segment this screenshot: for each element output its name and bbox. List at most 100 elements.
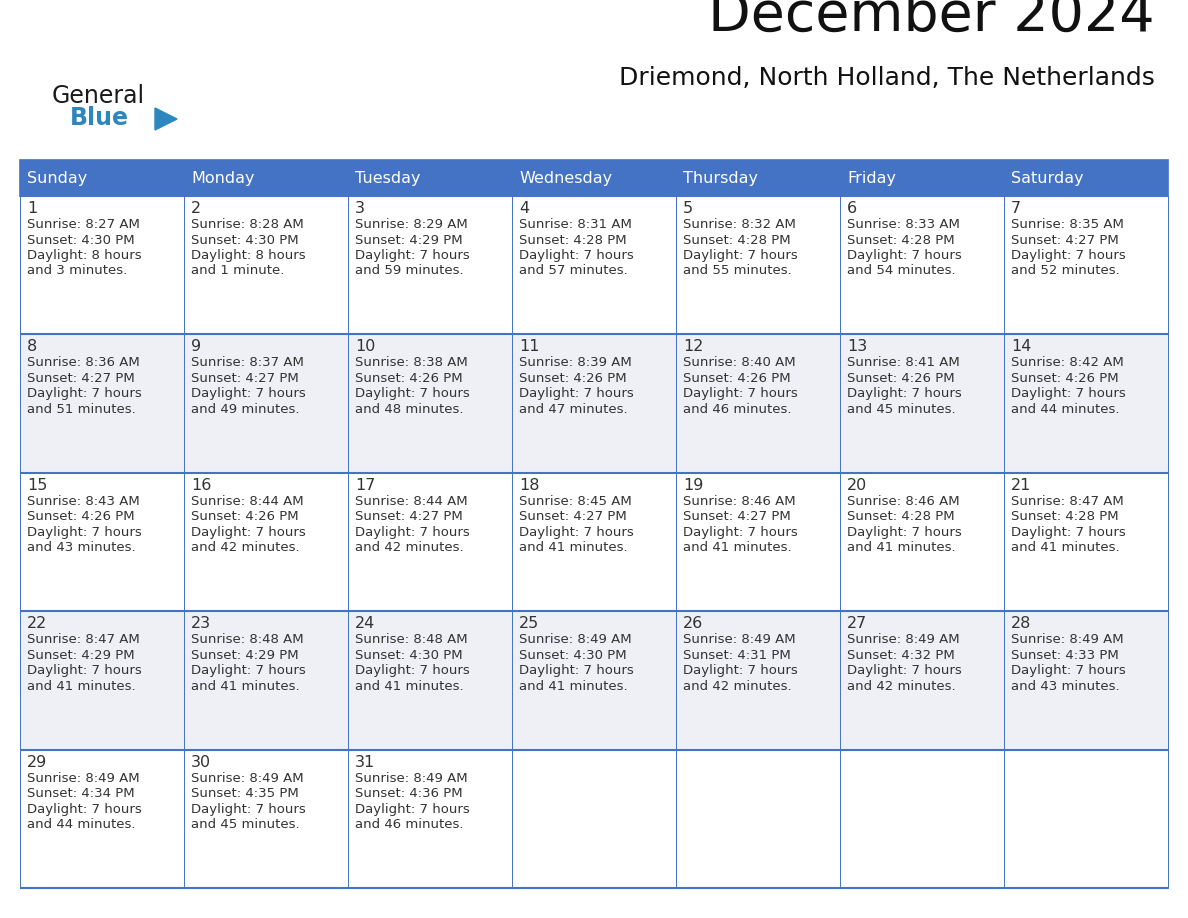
Text: Sunrise: 8:36 AM: Sunrise: 8:36 AM	[27, 356, 140, 369]
Text: 21: 21	[1011, 477, 1031, 493]
Text: 9: 9	[191, 340, 201, 354]
Bar	[512, 473, 676, 611]
Text: Daylight: 7 hours: Daylight: 7 hours	[191, 802, 305, 815]
Text: Sunset: 4:27 PM: Sunset: 4:27 PM	[27, 372, 134, 385]
Bar	[1004, 334, 1168, 473]
Text: Sunset: 4:30 PM: Sunset: 4:30 PM	[191, 233, 298, 247]
Text: Daylight: 7 hours: Daylight: 7 hours	[1011, 526, 1126, 539]
Bar	[348, 473, 512, 611]
Text: Daylight: 7 hours: Daylight: 7 hours	[191, 526, 305, 539]
Text: Driemond, North Holland, The Netherlands: Driemond, North Holland, The Netherlands	[619, 66, 1155, 90]
Bar	[348, 196, 512, 334]
Bar	[840, 196, 1004, 334]
Bar	[184, 750, 348, 888]
Bar	[20, 473, 184, 611]
Bar	[1004, 473, 1168, 611]
Text: Sunrise: 8:49 AM: Sunrise: 8:49 AM	[191, 772, 304, 785]
Text: Sunrise: 8:44 AM: Sunrise: 8:44 AM	[355, 495, 468, 508]
Text: 25: 25	[519, 616, 539, 632]
Text: Sunset: 4:26 PM: Sunset: 4:26 PM	[519, 372, 626, 385]
Text: Daylight: 7 hours: Daylight: 7 hours	[355, 802, 469, 815]
Bar	[512, 196, 676, 334]
Bar	[512, 750, 676, 888]
Bar	[348, 611, 512, 750]
Text: 20: 20	[847, 477, 867, 493]
Text: 23: 23	[191, 616, 211, 632]
Bar	[676, 334, 840, 473]
Text: and 41 minutes.: and 41 minutes.	[847, 542, 955, 554]
Text: Sunset: 4:35 PM: Sunset: 4:35 PM	[191, 787, 298, 800]
Text: and 45 minutes.: and 45 minutes.	[191, 818, 299, 831]
Text: and 44 minutes.: and 44 minutes.	[27, 818, 135, 831]
Text: 6: 6	[847, 201, 857, 216]
Text: and 41 minutes.: and 41 minutes.	[191, 679, 299, 693]
Bar	[512, 611, 676, 750]
Text: December 2024: December 2024	[708, 0, 1155, 43]
Bar	[20, 611, 184, 750]
Bar	[676, 160, 840, 196]
Text: Sunrise: 8:40 AM: Sunrise: 8:40 AM	[683, 356, 796, 369]
Bar	[184, 750, 348, 888]
Bar	[1004, 750, 1168, 888]
Bar	[512, 473, 676, 611]
Text: 17: 17	[355, 477, 375, 493]
Bar	[184, 473, 348, 611]
Bar	[512, 334, 676, 473]
Text: Daylight: 7 hours: Daylight: 7 hours	[847, 387, 962, 400]
Text: 22: 22	[27, 616, 48, 632]
Bar	[348, 611, 512, 750]
Text: Sunset: 4:27 PM: Sunset: 4:27 PM	[355, 510, 463, 523]
Bar	[512, 611, 676, 750]
Text: Daylight: 7 hours: Daylight: 7 hours	[683, 249, 798, 262]
Text: 12: 12	[683, 340, 703, 354]
Text: 11: 11	[519, 340, 539, 354]
Text: and 41 minutes.: and 41 minutes.	[519, 542, 627, 554]
Text: Sunrise: 8:48 AM: Sunrise: 8:48 AM	[191, 633, 304, 646]
Text: Sunset: 4:28 PM: Sunset: 4:28 PM	[1011, 510, 1119, 523]
Bar	[184, 196, 348, 334]
Text: Daylight: 7 hours: Daylight: 7 hours	[355, 249, 469, 262]
Text: 14: 14	[1011, 340, 1031, 354]
Text: and 41 minutes.: and 41 minutes.	[683, 542, 791, 554]
Bar	[348, 196, 512, 334]
Text: Daylight: 7 hours: Daylight: 7 hours	[27, 802, 141, 815]
Bar	[20, 160, 1168, 196]
Bar	[184, 196, 348, 334]
Text: Daylight: 7 hours: Daylight: 7 hours	[355, 387, 469, 400]
Bar	[840, 473, 1004, 611]
Bar	[1004, 196, 1168, 334]
Text: 15: 15	[27, 477, 48, 493]
Text: Sunrise: 8:48 AM: Sunrise: 8:48 AM	[355, 633, 468, 646]
Text: 27: 27	[847, 616, 867, 632]
Bar	[20, 196, 184, 334]
Polygon shape	[154, 108, 177, 130]
Text: and 46 minutes.: and 46 minutes.	[683, 403, 791, 416]
Text: Daylight: 7 hours: Daylight: 7 hours	[355, 526, 469, 539]
Bar	[1004, 160, 1168, 196]
Text: Sunrise: 8:47 AM: Sunrise: 8:47 AM	[1011, 495, 1124, 508]
Text: Daylight: 7 hours: Daylight: 7 hours	[191, 665, 305, 677]
Bar	[676, 750, 840, 888]
Text: Sunset: 4:27 PM: Sunset: 4:27 PM	[1011, 233, 1119, 247]
Text: and 42 minutes.: and 42 minutes.	[355, 542, 463, 554]
Text: Thursday: Thursday	[683, 171, 758, 185]
Bar	[20, 750, 184, 888]
Text: 7: 7	[1011, 201, 1022, 216]
Text: Daylight: 7 hours: Daylight: 7 hours	[355, 665, 469, 677]
Bar	[184, 611, 348, 750]
Bar	[20, 160, 184, 196]
Text: Sunset: 4:29 PM: Sunset: 4:29 PM	[355, 233, 462, 247]
Text: Sunrise: 8:39 AM: Sunrise: 8:39 AM	[519, 356, 632, 369]
Bar	[348, 160, 512, 196]
Text: and 54 minutes.: and 54 minutes.	[847, 264, 955, 277]
Text: 29: 29	[27, 755, 48, 769]
Bar	[1004, 750, 1168, 888]
Text: Sunset: 4:26 PM: Sunset: 4:26 PM	[355, 372, 462, 385]
Text: and 49 minutes.: and 49 minutes.	[191, 403, 299, 416]
Text: Daylight: 8 hours: Daylight: 8 hours	[27, 249, 141, 262]
Text: Friday: Friday	[847, 171, 896, 185]
Text: Sunset: 4:27 PM: Sunset: 4:27 PM	[519, 510, 627, 523]
Text: and 57 minutes.: and 57 minutes.	[519, 264, 627, 277]
Bar	[840, 611, 1004, 750]
Text: Sunset: 4:26 PM: Sunset: 4:26 PM	[191, 510, 298, 523]
